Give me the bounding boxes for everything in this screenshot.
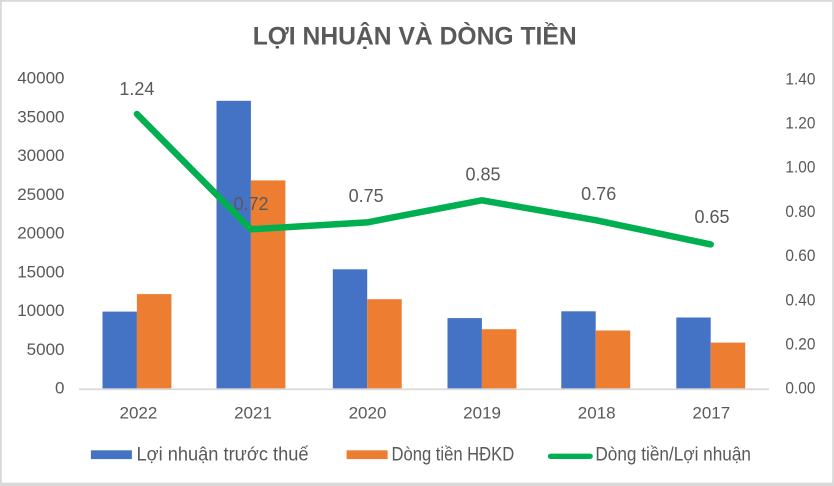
svg-text:10000: 10000 xyxy=(17,301,64,320)
svg-text:Dòng tiền HĐKD: Dòng tiền HĐKD xyxy=(392,444,515,465)
svg-text:Lợi nhuận trước thuế: Lợi nhuận trước thuế xyxy=(137,444,309,465)
svg-text:1.20: 1.20 xyxy=(785,114,815,133)
svg-text:Dòng tiền/Lợi nhuận: Dòng tiền/Lợi nhuận xyxy=(595,444,751,465)
svg-text:0.76: 0.76 xyxy=(581,184,616,204)
svg-text:2019: 2019 xyxy=(463,404,501,423)
svg-text:0.40: 0.40 xyxy=(785,290,815,309)
svg-text:40000: 40000 xyxy=(17,69,64,88)
svg-text:LỢI NHUẬN VÀ DÒNG TIỀN: LỢI NHUẬN VÀ DÒNG TIỀN xyxy=(253,20,577,50)
svg-text:1.40: 1.40 xyxy=(785,69,815,88)
svg-text:0.72: 0.72 xyxy=(233,194,268,214)
svg-text:2022: 2022 xyxy=(119,404,157,423)
svg-text:30000: 30000 xyxy=(17,146,64,165)
svg-text:0.20: 0.20 xyxy=(785,335,815,354)
svg-text:0.60: 0.60 xyxy=(785,246,815,265)
svg-text:2021: 2021 xyxy=(234,404,272,423)
svg-text:25000: 25000 xyxy=(17,185,64,204)
svg-text:0.75: 0.75 xyxy=(349,186,384,206)
svg-text:5000: 5000 xyxy=(27,340,65,359)
svg-text:1.00: 1.00 xyxy=(785,158,815,177)
svg-text:1.24: 1.24 xyxy=(119,79,154,99)
svg-text:2018: 2018 xyxy=(578,404,616,423)
svg-text:0.80: 0.80 xyxy=(785,202,815,221)
svg-text:0: 0 xyxy=(55,379,64,398)
svg-text:0.00: 0.00 xyxy=(785,379,815,398)
svg-text:15000: 15000 xyxy=(17,262,64,281)
svg-text:2020: 2020 xyxy=(349,404,387,423)
svg-text:0.65: 0.65 xyxy=(694,207,729,227)
svg-text:0.85: 0.85 xyxy=(465,165,500,185)
svg-text:20000: 20000 xyxy=(17,224,64,243)
svg-text:2017: 2017 xyxy=(692,404,730,423)
svg-text:35000: 35000 xyxy=(17,107,64,126)
